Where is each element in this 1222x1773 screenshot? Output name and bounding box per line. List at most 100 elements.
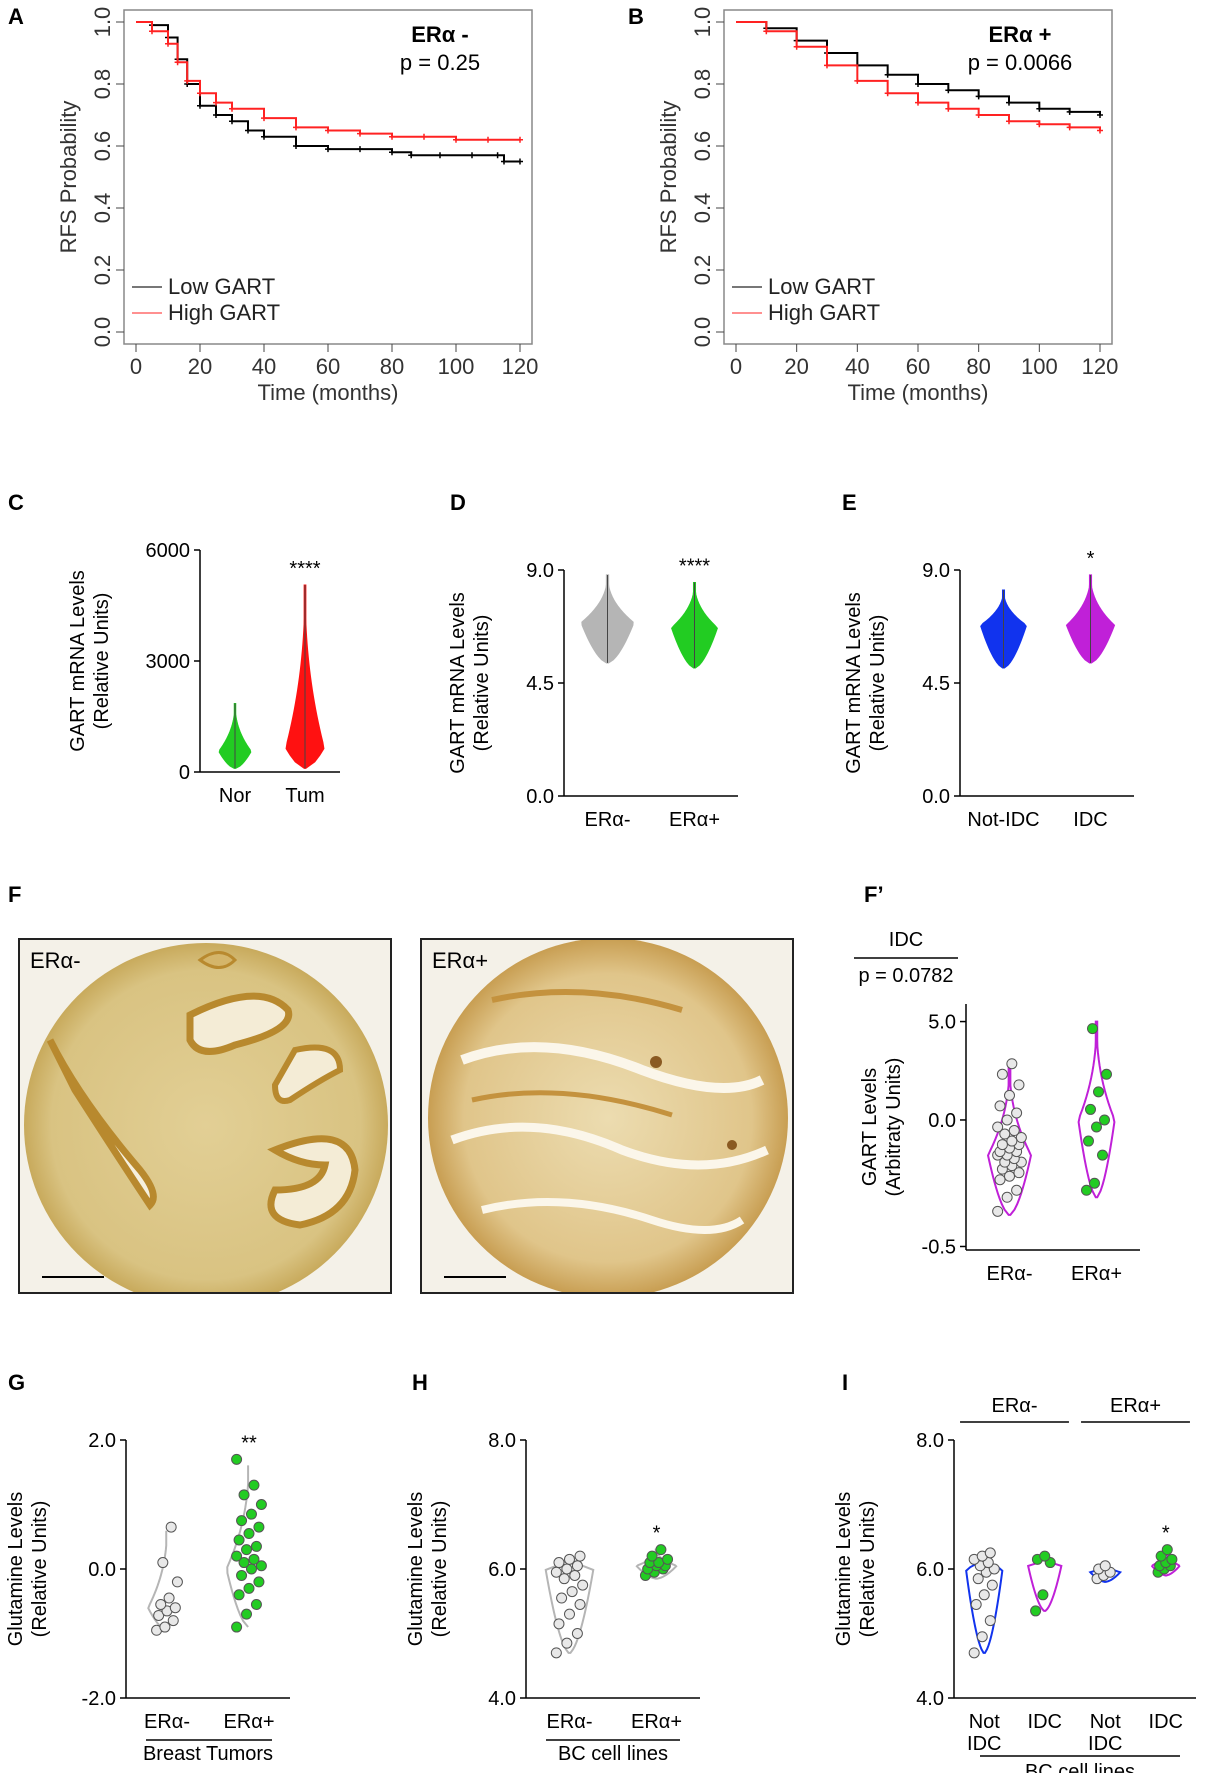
- panel-letter-b: B: [628, 4, 644, 29]
- group-label: BC cell lines: [1025, 1761, 1135, 1773]
- censor-mark: [389, 149, 395, 156]
- data-point: [662, 1553, 674, 1565]
- x-tick-label: ERα+: [669, 809, 720, 831]
- data-point: [574, 1598, 586, 1610]
- data-point: [1030, 1605, 1042, 1617]
- violin-shape: [147, 1530, 168, 1632]
- x-tick-label: IDC: [1149, 1711, 1183, 1733]
- data-point: [253, 1576, 265, 1588]
- x-tick-label: IDC: [1028, 1711, 1062, 1733]
- data-point: [255, 1560, 267, 1572]
- censor-mark: [1036, 105, 1043, 112]
- data-point: [646, 1550, 658, 1562]
- data-point: [231, 1550, 243, 1562]
- data-point: [169, 1602, 181, 1614]
- x-tick-label: 60: [316, 354, 340, 379]
- censor-mark: [824, 62, 830, 69]
- x-tick-label: Tum: [285, 785, 324, 807]
- x-tick-label: 0: [130, 354, 142, 379]
- y-tick-label: 3000: [146, 651, 191, 673]
- y-tick-label: 5.0: [928, 1012, 956, 1034]
- censor-mark: [945, 87, 952, 94]
- panel-letter-g: G: [8, 1370, 26, 1395]
- censor-mark: [1036, 121, 1043, 128]
- data-point: [1013, 1079, 1025, 1091]
- data-point: [233, 1589, 245, 1601]
- data-point: [984, 1615, 996, 1627]
- censor-mark: [184, 77, 191, 84]
- censor-mark: [1006, 118, 1012, 125]
- data-point: [243, 1582, 255, 1594]
- plot-title: ERα +: [988, 22, 1051, 47]
- censor-mark: [213, 99, 219, 106]
- data-point: [999, 1128, 1011, 1140]
- censor-mark: [915, 81, 921, 87]
- y-axis-label: RFS Probability: [56, 101, 81, 254]
- censor-mark: [421, 133, 427, 140]
- y-axis-label: GART mRNA Levels: [67, 570, 89, 752]
- x-tick-label: Not: [1090, 1711, 1122, 1733]
- x-tick-label: ERα-: [144, 1711, 190, 1733]
- data-point: [1082, 1135, 1094, 1147]
- censor-mark: [517, 158, 523, 165]
- data-point: [1099, 1560, 1111, 1572]
- panel-letter-c: C: [8, 490, 24, 515]
- censor-mark: [1097, 112, 1103, 118]
- x-tick-label: 120: [1082, 354, 1119, 379]
- data-point: [1001, 1191, 1013, 1203]
- data-point: [165, 1521, 177, 1533]
- censor-mark: [197, 102, 203, 109]
- km-plot-era-neg: 0.0 0.2 0.4 0.6 0.8 1.0 0 20 40 60 80 100 120 Time (m…: [56, 7, 538, 405]
- y-tick-label: 6.0: [916, 1559, 944, 1581]
- data-point: [236, 1569, 248, 1581]
- y-axis-label: (Relative Units): [29, 1501, 51, 1638]
- violin-glutamine-tumors: -2.0 0.0 2.0 Glutamine Levels (Relative Unit…: [5, 1430, 290, 1765]
- censor-mark: [408, 152, 415, 159]
- data-point: [1011, 1184, 1023, 1196]
- censor-mark: [1097, 127, 1103, 134]
- x-tick-label: 20: [784, 354, 808, 379]
- data-point: [245, 1508, 257, 1520]
- x-tick-label: 40: [845, 354, 869, 379]
- y-axis-label: (Arbitraty Units): [883, 1058, 905, 1197]
- censor-mark: [884, 90, 891, 97]
- data-point: [243, 1528, 255, 1540]
- data-point: [1088, 1177, 1100, 1189]
- data-point: [972, 1573, 984, 1585]
- x-tick-label: ERα-: [546, 1711, 592, 1733]
- censor-mark: [245, 127, 251, 134]
- data-point: [248, 1553, 260, 1565]
- y-tick-label: 0.4: [690, 193, 715, 224]
- censor-mark: [174, 59, 181, 66]
- y-axis-label: (Relative Units): [429, 1501, 451, 1638]
- x-tick-label: 80: [966, 354, 990, 379]
- y-axis-label: Glutamine Levels: [5, 1492, 27, 1647]
- x-tick-label: 20: [188, 354, 212, 379]
- data-point: [976, 1631, 988, 1643]
- x-tick-label: 40: [252, 354, 276, 379]
- violin-gart-era: 0.0 4.5 9.0 GART mRNA Levels (Relative Units…: [447, 556, 738, 831]
- y-tick-label: 0.6: [90, 131, 115, 162]
- data-point: [992, 1121, 1004, 1133]
- data-point: [159, 1621, 171, 1633]
- data-point: [1093, 1086, 1105, 1098]
- top-group-label: ERα-: [991, 1395, 1037, 1417]
- y-tick-label: 0.0: [922, 786, 950, 808]
- censor-mark: [325, 146, 331, 153]
- data-point: [1004, 1170, 1015, 1182]
- censor-mark: [357, 130, 363, 137]
- data-point: [1006, 1135, 1018, 1147]
- censor-mark: [469, 152, 475, 159]
- data-point: [1001, 1114, 1013, 1126]
- data-point: [155, 1598, 167, 1610]
- data-point: [556, 1592, 568, 1604]
- censor-mark: [494, 152, 501, 159]
- y-tick-label: 9.0: [922, 560, 950, 582]
- plot-title: ERα -: [411, 22, 469, 47]
- y-tick-label: 4.5: [526, 673, 554, 695]
- violin-gart-idc: 0.0 4.5 9.0 GART mRNA Levels (Relative Units…: [843, 548, 1134, 831]
- data-point: [655, 1544, 667, 1556]
- censor-mark: [763, 28, 770, 35]
- y-tick-label: 1.0: [90, 7, 115, 38]
- y-tick-label: 6.0: [488, 1559, 516, 1581]
